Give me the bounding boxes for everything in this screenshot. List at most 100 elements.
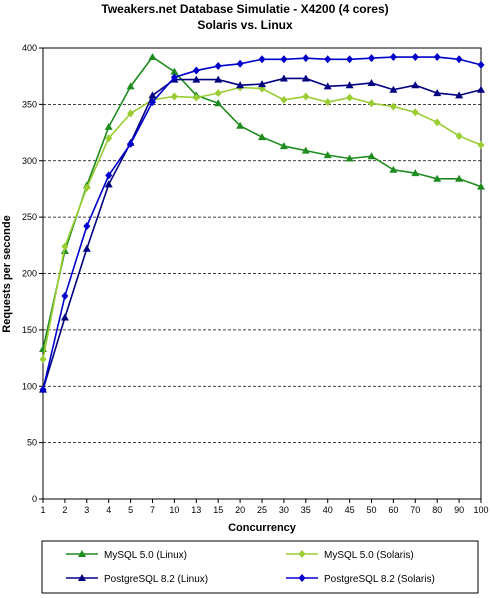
- legend-label: PostgreSQL 8.2 (Solaris): [324, 574, 435, 585]
- data-point: [214, 75, 223, 83]
- x-tick-label: 20: [235, 505, 245, 515]
- y-tick-label: 50: [27, 438, 37, 448]
- data-point: [83, 222, 91, 231]
- data-point: [258, 55, 266, 64]
- legend: [41, 540, 479, 594]
- x-tick-label: 50: [366, 505, 376, 515]
- x-tick-label: 70: [410, 505, 420, 515]
- x-tick-label: 7: [150, 505, 155, 515]
- data-point: [323, 151, 332, 159]
- data-point: [433, 118, 441, 127]
- y-tick-label: 0: [32, 494, 37, 504]
- data-point: [346, 55, 354, 64]
- y-tick-label: 150: [22, 325, 37, 335]
- legend-item: PostgreSQL 8.2 (Solaris): [286, 574, 435, 585]
- data-point: [433, 174, 442, 182]
- data-point: [433, 89, 442, 97]
- data-point: [455, 55, 463, 64]
- chart-subtitle: Solaris vs. Linux: [197, 18, 293, 32]
- data-point: [148, 53, 157, 61]
- data-point: [302, 92, 310, 101]
- data-point: [258, 80, 266, 88]
- x-tick-label: 80: [432, 505, 442, 515]
- data-point: [127, 109, 135, 118]
- data-point: [345, 154, 354, 162]
- data-point: [411, 81, 420, 89]
- data-point: [280, 55, 288, 64]
- y-tick-label: 350: [22, 99, 37, 109]
- data-point: [455, 174, 464, 182]
- data-point: [39, 355, 47, 364]
- data-point: [367, 78, 376, 86]
- data-point: [324, 55, 332, 64]
- data-point: [104, 180, 113, 188]
- legend-swatch-marker: [298, 574, 306, 582]
- data-point: [411, 53, 419, 62]
- x-tick-label: 100: [473, 505, 488, 515]
- legend-items: MySQL 5.0 (Linux) MySQL 5.0 (Solaris) Post…: [66, 550, 435, 585]
- legend-item: MySQL 5.0 (Solaris): [286, 550, 414, 561]
- data-point: [301, 74, 310, 82]
- data-point: [323, 82, 332, 90]
- data-point: [192, 66, 200, 75]
- series-layer: [39, 53, 485, 394]
- data-point: [345, 81, 354, 89]
- data-point: [411, 169, 420, 177]
- data-point: [192, 75, 201, 83]
- data-point: [149, 98, 156, 107]
- data-point: [280, 95, 288, 104]
- data-point: [214, 89, 222, 98]
- x-tick-label: 15: [213, 505, 223, 515]
- x-tick-label: 2: [62, 505, 67, 515]
- y-tick-label: 400: [22, 43, 37, 53]
- data-point: [170, 73, 178, 82]
- data-point: [127, 139, 135, 148]
- data-point: [455, 91, 464, 99]
- data-point: [324, 98, 332, 107]
- legend-label: MySQL 5.0 (Solaris): [324, 550, 414, 561]
- data-point: [105, 134, 113, 143]
- data-point: [279, 74, 288, 82]
- legend-swatch-marker: [78, 574, 86, 581]
- data-point: [83, 183, 91, 192]
- legend-label: PostgreSQL 8.2 (Linux): [104, 574, 208, 585]
- data-point: [477, 60, 485, 69]
- data-point: [170, 92, 178, 101]
- data-point: [170, 67, 179, 75]
- series-2: [39, 83, 485, 364]
- x-axis-title: Concurrency: [228, 522, 297, 534]
- data-point: [368, 54, 375, 63]
- legend-item: PostgreSQL 8.2 (Linux): [66, 574, 208, 585]
- data-point: [433, 53, 441, 62]
- data-point: [301, 146, 310, 154]
- data-point: [104, 122, 113, 130]
- x-tick-label: 3: [84, 505, 89, 515]
- data-point: [411, 108, 419, 117]
- x-tick-label: 35: [301, 505, 311, 515]
- y-axis-title: Requests per seconde: [1, 215, 13, 332]
- x-tick-label: 10: [169, 505, 179, 515]
- data-point: [279, 142, 288, 150]
- data-point: [105, 171, 113, 180]
- x-tick-label: 40: [323, 505, 333, 515]
- data-point: [82, 244, 91, 252]
- data-point: [236, 59, 244, 68]
- data-point: [368, 99, 375, 108]
- data-point: [61, 292, 69, 301]
- legend-label: MySQL 5.0 (Linux): [104, 550, 187, 561]
- data-point: [148, 91, 157, 99]
- data-point: [126, 82, 135, 90]
- data-point: [236, 121, 245, 129]
- series-4: [39, 53, 485, 394]
- data-point: [346, 93, 354, 102]
- data-point: [477, 140, 485, 149]
- data-point: [477, 182, 485, 190]
- x-axis-ticks: 1 2 3 4 5 7 10 13 15 20 25 30 35 40 45 50 60 70 80 90 100: [40, 499, 489, 515]
- legend-item: MySQL 5.0 (Linux): [66, 550, 187, 561]
- x-tick-label: 25: [257, 505, 267, 515]
- legend-swatch-marker: [78, 550, 86, 557]
- x-tick-label: 45: [345, 505, 355, 515]
- x-tick-label: 13: [191, 505, 201, 515]
- data-point: [61, 242, 69, 251]
